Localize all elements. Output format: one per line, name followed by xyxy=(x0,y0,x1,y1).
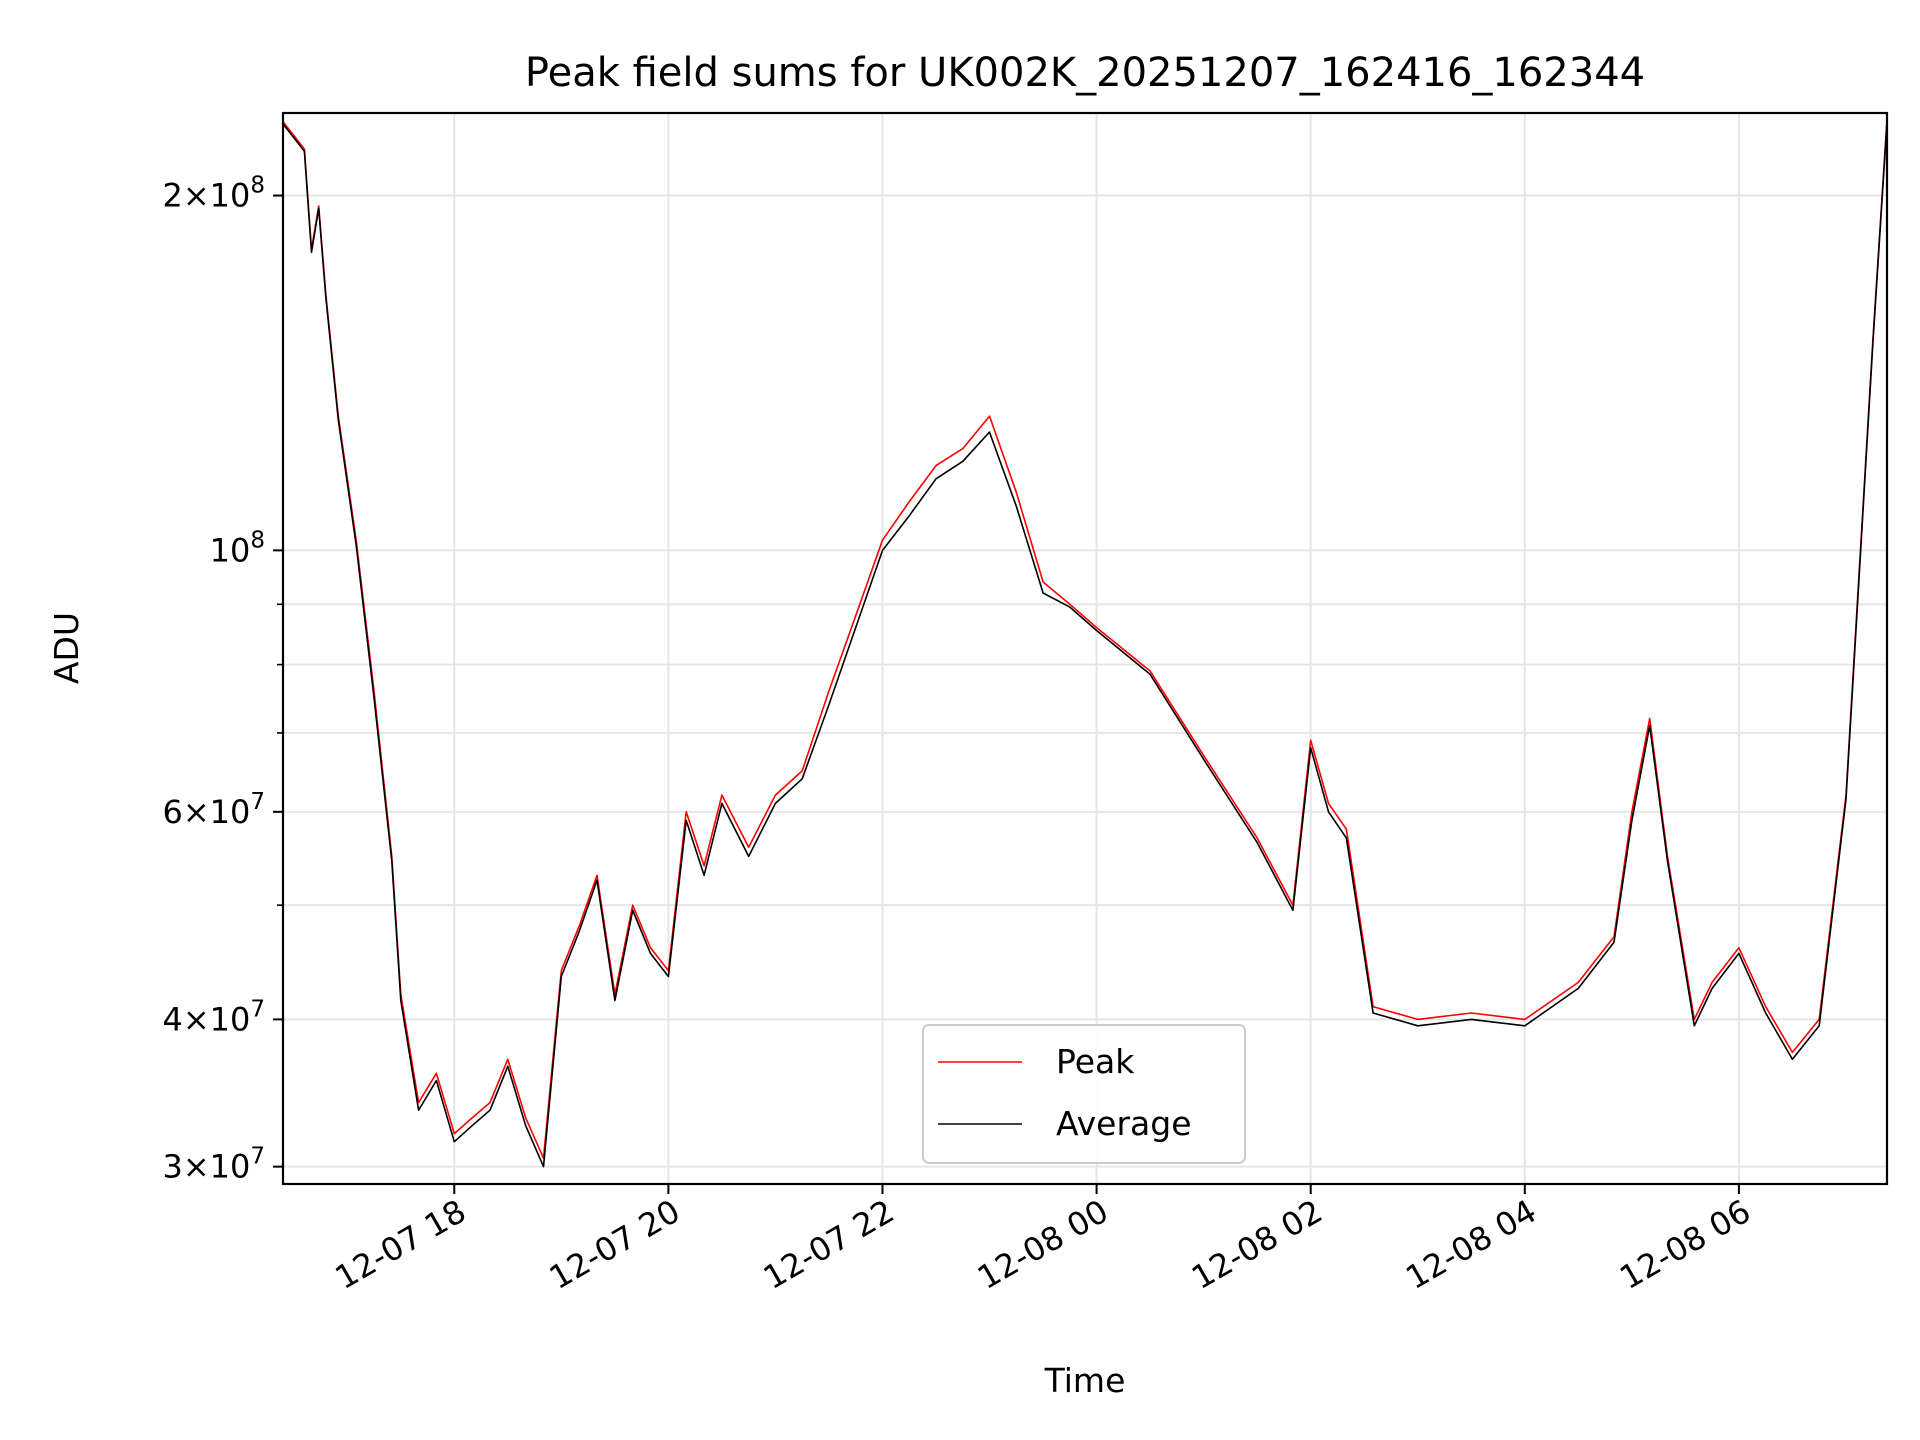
legend-label-peak: Peak xyxy=(1056,1042,1135,1081)
plot-frame xyxy=(281,111,1889,1186)
y-axis-ticks: 2×108 108 6×107 4×107 3×107 xyxy=(162,173,283,1186)
grid-lines xyxy=(283,113,1887,1184)
series-line-peak xyxy=(283,119,1887,1159)
legend: Peak Average xyxy=(922,1024,1246,1164)
y-tick-label: 6×107 xyxy=(162,789,265,831)
y-tick-label: 4×107 xyxy=(162,996,265,1038)
y-tick-label: 2×108 xyxy=(162,173,265,215)
legend-box xyxy=(922,1024,1246,1164)
series-line-average xyxy=(283,121,1887,1168)
legend-label-average: Average xyxy=(1056,1104,1192,1143)
series-layer xyxy=(283,119,1887,1168)
chart-title: Peak field sums for UK002K_20251207_1624… xyxy=(525,50,1645,96)
y-tick-label: 3×107 xyxy=(162,1144,265,1186)
y-tick-label: 108 xyxy=(210,527,265,569)
x-axis-label: Time xyxy=(1044,1361,1126,1400)
y-axis-label: ADU xyxy=(47,612,86,684)
